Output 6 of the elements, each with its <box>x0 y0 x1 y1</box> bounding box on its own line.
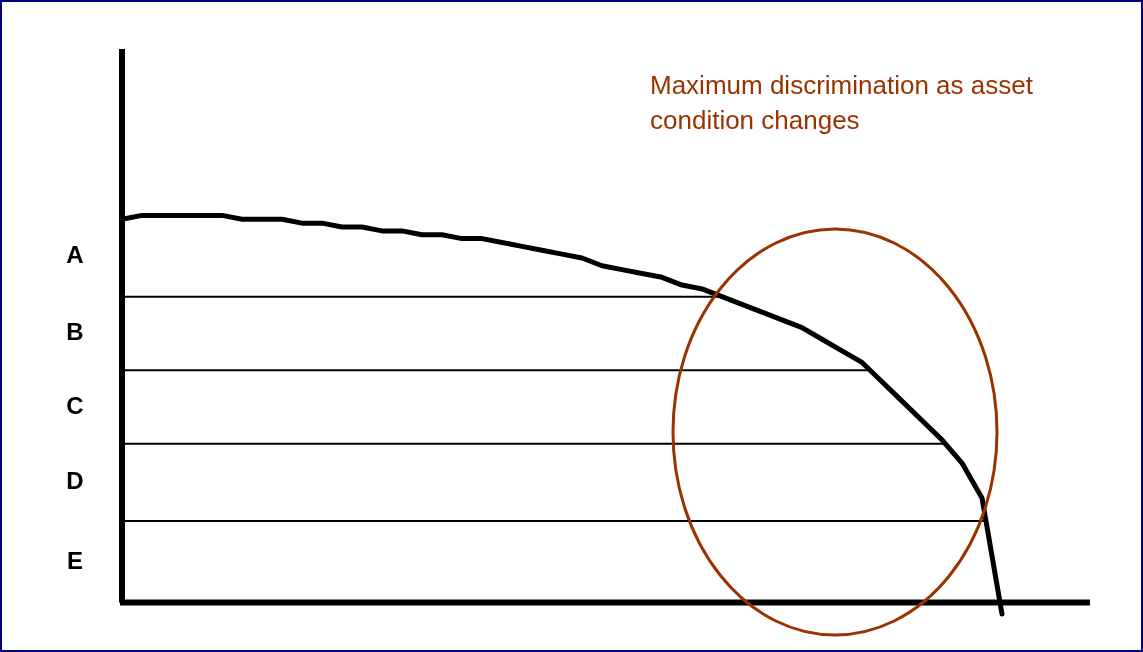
text: D <box>66 467 84 495</box>
text: A <box>66 241 84 269</box>
text: Maximum discrimination as asset condition changes <box>650 69 1034 137</box>
text: C <box>66 391 84 419</box>
text: B <box>66 318 84 346</box>
text: E <box>66 546 84 574</box>
